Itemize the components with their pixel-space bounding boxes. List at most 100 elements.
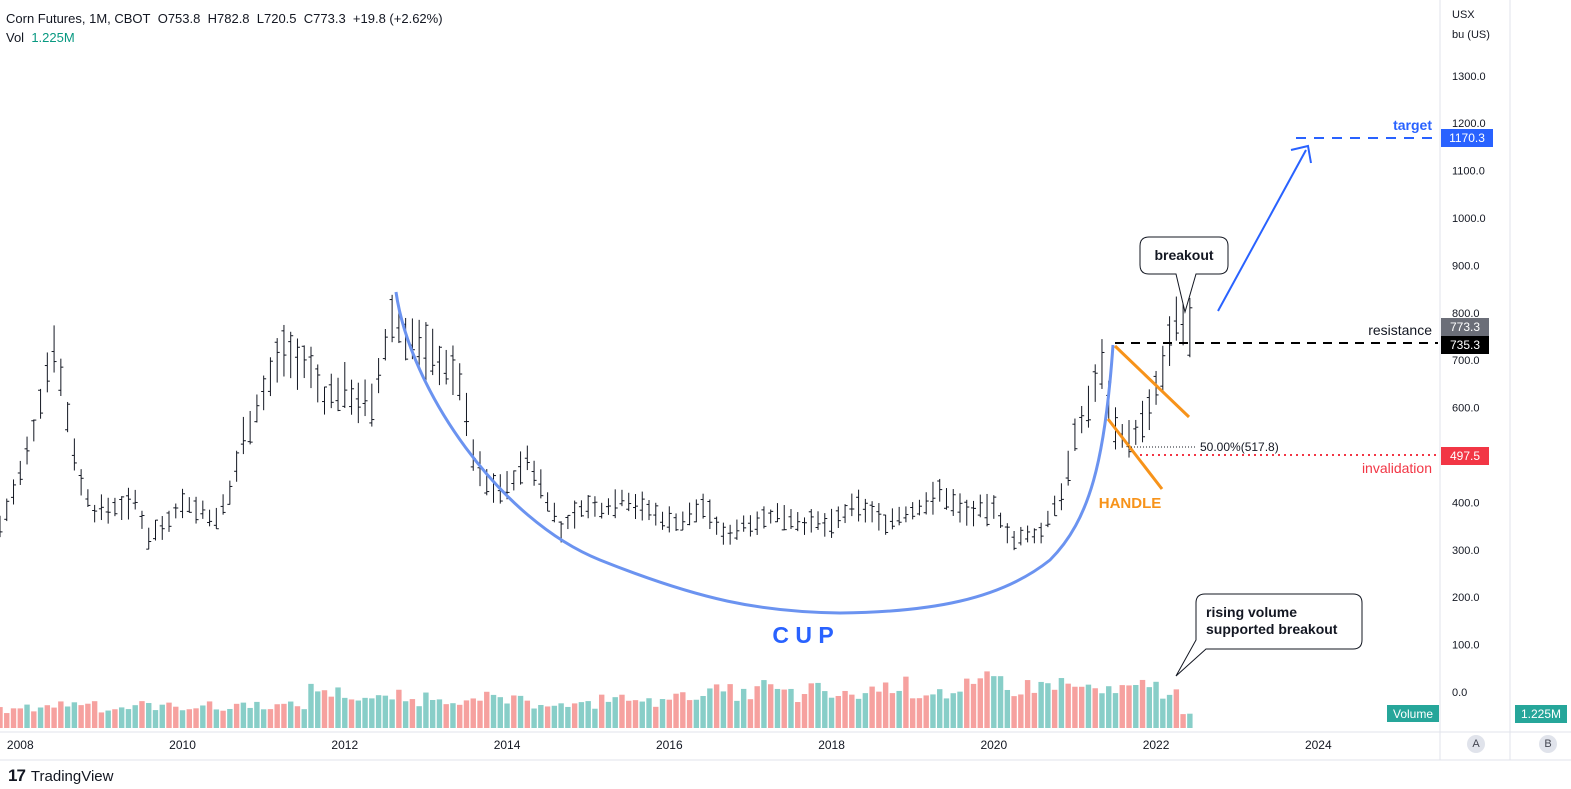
price-bar <box>592 496 598 517</box>
time-axis-ticks[interactable]: 2008 2010 2012 2014 2016 2018 2020 2022 2024 <box>7 738 1332 752</box>
volume-bar <box>619 694 625 728</box>
volume-bar <box>896 690 902 728</box>
price-bar <box>565 514 571 530</box>
volume-bar <box>71 702 78 728</box>
volume-bar <box>950 693 956 728</box>
price-bar <box>288 331 294 379</box>
price-tick-6: 600.0 <box>1452 403 1480 415</box>
tradingview-logo[interactable]: 17 TradingView <box>8 766 113 786</box>
price-bar <box>240 416 246 455</box>
volume-bar <box>713 684 720 728</box>
price-bar <box>808 509 814 533</box>
price-bar <box>173 503 179 519</box>
volume-bar <box>923 695 929 728</box>
price-bar <box>1092 364 1098 402</box>
volume-bar <box>173 706 179 728</box>
price-tick-2: 200.0 <box>1452 592 1480 604</box>
volume-bar <box>463 700 470 728</box>
volume-bar <box>85 703 91 728</box>
price-bar <box>950 489 956 516</box>
price-bar <box>937 478 943 502</box>
volume-bar <box>254 701 260 728</box>
scale-mode-b-button[interactable]: B <box>1539 735 1557 753</box>
volume-bar <box>720 691 727 728</box>
price-bar <box>1126 420 1132 458</box>
volume-bar <box>700 695 706 728</box>
price-bar <box>626 492 632 512</box>
price-bar <box>856 489 862 522</box>
price-bar <box>17 460 23 485</box>
price-bar <box>105 497 111 524</box>
price-bar <box>572 500 578 529</box>
price-bar <box>193 496 199 524</box>
volume-bar <box>1085 684 1092 728</box>
volume-bar <box>707 688 713 728</box>
volume-bar <box>788 688 794 728</box>
time-tick-1: 2010 <box>169 738 196 752</box>
volume-bar <box>964 678 970 728</box>
volume-bar <box>835 695 842 728</box>
price-bar <box>4 498 10 522</box>
volume-bar <box>342 697 348 728</box>
price-bar <box>1187 297 1193 358</box>
price-bar <box>518 451 524 485</box>
price-bar <box>1167 316 1173 366</box>
price-bar <box>673 513 679 531</box>
price-unit-line2: bu (US) <box>1452 29 1490 41</box>
volume-bar <box>997 676 1004 728</box>
volume-bar <box>213 709 220 728</box>
volume-note-callout <box>1175 593 1363 677</box>
volume-bar <box>1031 692 1038 728</box>
volume-bar <box>166 702 172 728</box>
legend-row-price: Corn Futures, 1M, CBOT O753.8 H782.8 L72… <box>6 9 443 28</box>
handle-label: HANDLE <box>1099 495 1162 512</box>
price-bar <box>1031 528 1037 544</box>
price-bar <box>511 470 517 491</box>
price-bar <box>436 345 442 386</box>
price-bar <box>680 511 686 531</box>
volume-bar <box>4 713 10 728</box>
volume-bar <box>727 684 733 728</box>
price-tick-8: 800.0 <box>1452 308 1480 320</box>
volume-bar <box>1112 693 1119 728</box>
price-tick-0: 0.0 <box>1452 687 1467 699</box>
price-bar <box>660 511 666 530</box>
volume-bar <box>423 692 429 728</box>
volume-bar <box>646 698 652 728</box>
price-bar <box>1058 483 1064 511</box>
price-bar <box>234 450 240 482</box>
price-bar <box>984 493 990 527</box>
volume-bar <box>551 705 558 728</box>
price-bar <box>747 515 753 537</box>
volume-bar <box>193 708 199 728</box>
volume-bar <box>348 699 355 728</box>
symbol-legend: Corn Futures, 1M, CBOT O753.8 H782.8 L72… <box>6 9 443 47</box>
legend-low: L720.5 <box>256 11 297 26</box>
volume-bar <box>984 671 990 728</box>
volume-bar <box>78 705 84 728</box>
volume-bar <box>227 708 233 728</box>
price-bar <box>619 489 625 507</box>
price-bar <box>38 388 44 419</box>
last-price-badge <box>1441 318 1489 336</box>
price-bar <box>200 500 206 519</box>
price-bar <box>139 510 145 529</box>
price-axis-ticks[interactable]: 0.0100.0200.0300.0400.0500.0600.0700.080… <box>1452 71 1486 699</box>
price-bar <box>585 495 591 519</box>
price-bar <box>1079 405 1085 434</box>
price-bar <box>1140 400 1146 443</box>
volume-bar <box>626 700 632 728</box>
price-bar <box>85 489 91 508</box>
volume-bar <box>139 701 145 728</box>
volume-bars <box>0 671 1193 728</box>
volume-bar <box>632 700 639 728</box>
volume-bar <box>490 694 497 728</box>
target-badge-text: 1170.3 <box>1449 131 1485 145</box>
scale-mode-a-button[interactable]: A <box>1467 735 1485 753</box>
price-bar <box>524 445 530 471</box>
volume-bar <box>37 707 44 728</box>
price-tick-9: 900.0 <box>1452 260 1480 272</box>
volume-bar <box>504 703 510 728</box>
volume-bar <box>443 704 449 728</box>
